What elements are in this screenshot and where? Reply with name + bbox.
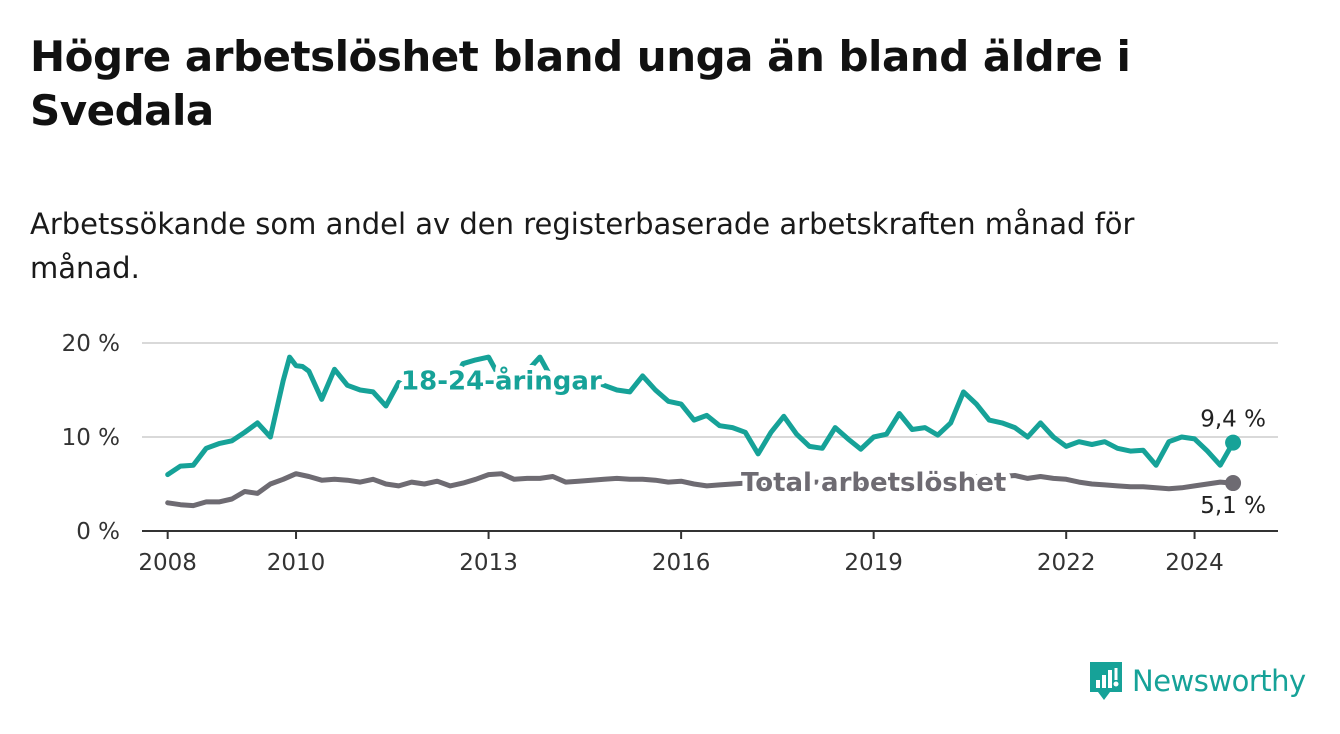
series-name-label: 18-24-åringar bbox=[401, 365, 602, 397]
newsworthy-wordmark: Newsworthy bbox=[1132, 664, 1306, 698]
x-tick-label: 2013 bbox=[459, 550, 518, 576]
series-line bbox=[165, 354, 1236, 478]
x-tick-label: 2010 bbox=[267, 550, 326, 576]
x-axis: 2008 2010 2013 2016 2019 2022 2024 bbox=[138, 530, 1278, 576]
x-tick-label: 2016 bbox=[652, 550, 711, 576]
y-tick-label: 10 % bbox=[62, 425, 120, 451]
series-label-halo: Total arbetslöshet bbox=[741, 468, 1006, 498]
x-tick-label: 2019 bbox=[844, 550, 903, 576]
x-tick-label: 2008 bbox=[138, 550, 197, 576]
chart-subtitle: Arbetssökande som andel av den registerb… bbox=[30, 207, 1135, 285]
series-labels: 9,4 %5,1 %18-24-åringar18-24-åringarTota… bbox=[396, 360, 1266, 519]
series-line bbox=[165, 471, 1236, 509]
series-lines bbox=[165, 354, 1242, 509]
chart-title: Högre arbetslöshet bland unga än bland ä… bbox=[30, 32, 1131, 135]
y-tick-label: 20 % bbox=[62, 331, 120, 357]
y-tick-label: 0 % bbox=[76, 519, 120, 545]
grid-lines: 0 % 10 % 20 % bbox=[62, 331, 1278, 545]
x-tick-label: 2022 bbox=[1037, 550, 1096, 576]
series-name-label: Total arbetslöshet bbox=[741, 468, 1006, 498]
series-end-label: 9,4 % bbox=[1200, 407, 1266, 433]
series-end-point bbox=[1225, 475, 1242, 492]
series-end-point bbox=[1225, 434, 1242, 451]
newsworthy-logo-icon bbox=[1090, 662, 1122, 700]
newsworthy-brand[interactable]: Newsworthy bbox=[1088, 660, 1306, 702]
x-tick-label: 2024 bbox=[1165, 550, 1224, 576]
line-chart: 0 % 10 % 20 % 2008 2010 2013 2016 2019 2022 2024… bbox=[62, 331, 1278, 576]
series-end-label: 5,1 % bbox=[1200, 493, 1266, 519]
series-label-halo: 18-24-åringar bbox=[401, 365, 602, 397]
